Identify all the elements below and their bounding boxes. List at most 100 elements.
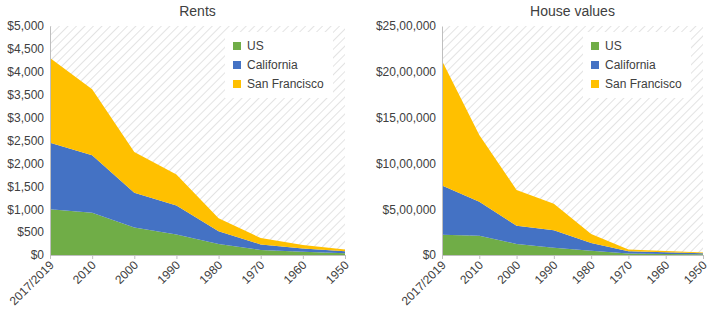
y-tick: $10,00,000 (376, 157, 442, 171)
y-tick: $3,000 (7, 111, 50, 125)
x-tick: 1970 (606, 255, 635, 287)
legend-item: San Francisco (233, 77, 324, 91)
chart-title: House values (530, 3, 615, 19)
y-tick: $1,000 (7, 203, 50, 217)
y-tick-label: $0 (31, 248, 45, 262)
legend-label: California (605, 58, 656, 72)
x-tick-label: 2010 (70, 258, 99, 287)
legend-label: San Francisco (605, 77, 682, 91)
y-tick: $500 (17, 225, 50, 239)
x-tick: 1960 (644, 255, 673, 287)
plot-area (50, 58, 345, 255)
y-tick-label: $5,00,000 (383, 203, 437, 217)
legend: US California San Francisco (225, 32, 333, 98)
x-tick-label: 1970 (239, 258, 268, 287)
x-tick: 2017/2019 (399, 255, 449, 308)
legend-label: California (247, 58, 298, 72)
legend-label: US (247, 39, 264, 53)
y-tick-label: $20,00,000 (376, 65, 436, 79)
legend-swatch (591, 42, 599, 50)
y-tick: $2,000 (7, 157, 50, 171)
plot-background (442, 26, 703, 255)
x-axis: 2017/2019 2010 2000 1990 1980 1970 1960 1950 (7, 255, 352, 308)
legend-swatch (233, 42, 241, 50)
x-tick: 2010 (457, 255, 486, 287)
y-tick-label: $3,000 (7, 111, 44, 125)
x-tick-label: 1980 (569, 258, 598, 287)
x-tick-label: 2000 (495, 258, 524, 287)
x-tick: 1960 (281, 255, 310, 287)
y-tick: $20,00,000 (376, 65, 442, 79)
y-tick: $2,500 (7, 134, 50, 148)
x-tick-label: 2000 (112, 258, 141, 287)
x-tick-label: 2017/2019 (7, 258, 57, 308)
y-tick: $1,500 (7, 180, 50, 194)
x-tick: 1990 (154, 255, 183, 287)
x-tick: 2000 (495, 255, 524, 287)
x-tick-mark (666, 255, 667, 259)
y-tick-label: $10,00,000 (376, 157, 436, 171)
legend: USCaliforniaSan Francisco (583, 32, 691, 98)
legend-box (583, 32, 691, 98)
y-tick: $3,500 (7, 88, 50, 102)
x-tick: 1990 (532, 255, 561, 287)
x-tick: 1980 (197, 255, 226, 287)
x-tick-label: 2017/2019 (399, 258, 449, 308)
x-tick-mark (442, 255, 443, 259)
x-tick-mark (479, 255, 480, 259)
x-tick: 1970 (239, 255, 268, 287)
y-tick-label: $1,000 (7, 203, 44, 217)
x-tick-mark (134, 255, 135, 259)
x-axis: 2017/2019 2010 2000 1990 1980 1970 1960 1950 (399, 255, 709, 308)
x-tick-label: 2010 (457, 258, 486, 287)
legend-swatch (591, 61, 599, 69)
y-tick-label: $4,500 (7, 42, 44, 56)
x-tick-label: 1990 (532, 258, 561, 287)
legend-item: US (233, 39, 264, 53)
chart: $0 $500 $1,000 $1,500 $2,000 $2,500 $3,000 $3,5… (7, 3, 352, 308)
legend-item: California (233, 58, 298, 72)
figure: $0 $500 $1,000 $1,500 $2,000 $2,500 $3,000 $3,5… (0, 0, 709, 328)
y-tick-label: $0 (423, 248, 437, 262)
x-tick-mark (92, 255, 93, 259)
x-tick-label: 1980 (197, 258, 226, 287)
legend-swatch (591, 80, 599, 88)
x-tick-mark (303, 255, 304, 259)
x-tick: 1950 (681, 255, 709, 287)
x-tick-mark (591, 255, 592, 259)
y-tick-label: $5,000 (7, 19, 44, 33)
x-tick-mark (628, 255, 629, 259)
x-tick-mark (554, 255, 555, 259)
y-tick-label: $2,500 (7, 134, 44, 148)
x-tick-label: 1970 (606, 258, 635, 287)
x-tick-label: 1950 (681, 258, 709, 287)
area-2 (50, 58, 345, 251)
y-tick: $15,00,000 (376, 111, 442, 125)
legend-swatch (233, 61, 241, 69)
y-tick-label: $15,00,000 (376, 111, 436, 125)
x-tick: 2017/2019 (7, 255, 57, 308)
area-2 (442, 61, 703, 254)
y-axis-line (442, 27, 443, 256)
y-tick-label: $4,000 (7, 65, 44, 79)
chart-title: Rents (179, 3, 216, 19)
y-axis-line (50, 27, 51, 256)
y-tick: $4,500 (7, 42, 50, 56)
legend-label: San Francisco (247, 77, 324, 91)
x-tick-label: 1960 (644, 258, 673, 287)
y-tick-label: $500 (17, 225, 44, 239)
x-tick-mark (50, 255, 51, 259)
x-tick-label: 1960 (281, 258, 310, 287)
y-tick-label: $2,000 (7, 157, 44, 171)
y-tick: $25,00,000 (376, 19, 442, 33)
chart: $0 $5,00,000 $10,00,000 $15,00,000 $20,00,00… (376, 3, 709, 308)
x-tick: 1980 (569, 255, 598, 287)
plot-background (50, 26, 345, 255)
x-tick-mark (261, 255, 262, 259)
legend-swatch (233, 80, 241, 88)
x-tick-label: 1950 (323, 258, 352, 287)
x-tick-mark (176, 255, 177, 259)
legend-item: San Francisco (591, 77, 682, 91)
x-tick-mark (517, 255, 518, 259)
y-tick-label: $25,00,000 (376, 19, 436, 33)
